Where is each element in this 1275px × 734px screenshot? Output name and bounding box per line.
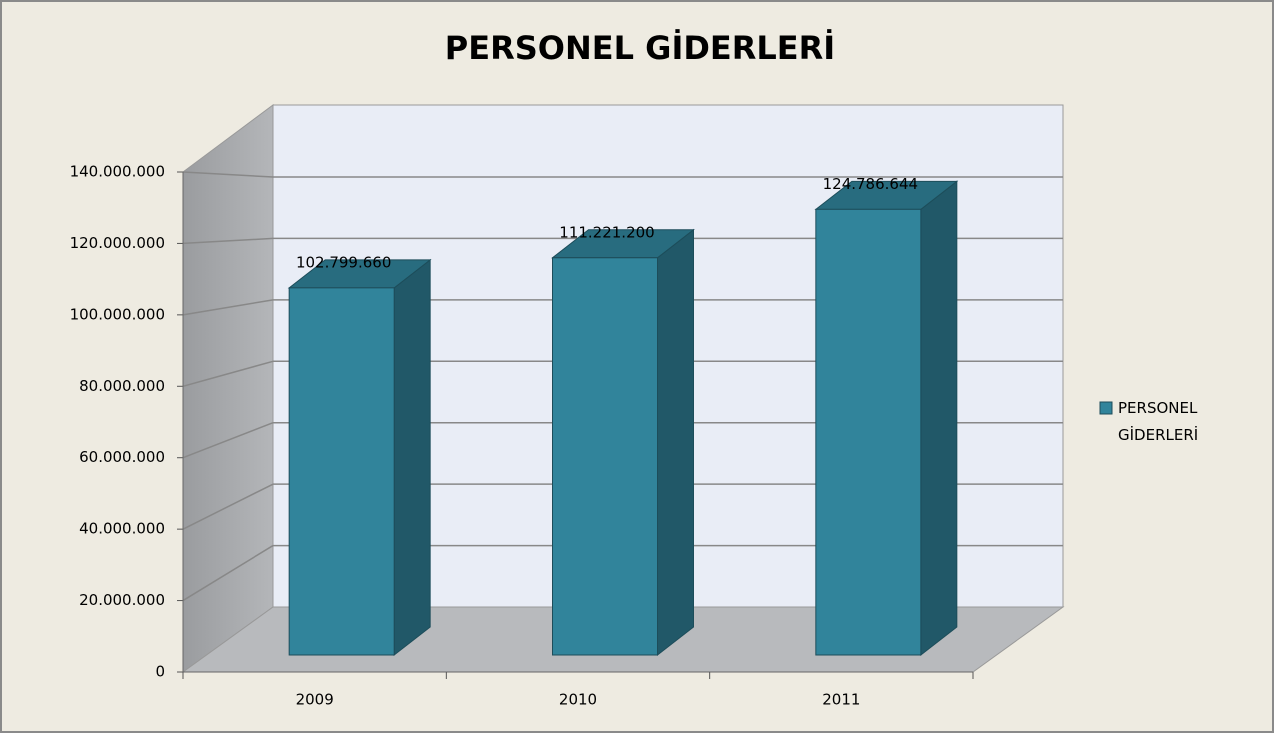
y-tick-label: 20.000.000: [79, 591, 165, 609]
grid-line: [182, 544, 274, 602]
y-tick-label: 140.000.000: [70, 163, 165, 181]
grid-line: [182, 483, 274, 530]
legend-label: PERSONEL GİDERLERİ: [1118, 399, 1198, 444]
y-tick-label: 0: [155, 663, 165, 681]
x-tick-label: 2009: [296, 691, 334, 709]
data-label: 111.221.200: [559, 223, 654, 241]
grid-line: [182, 299, 274, 316]
side-wall: [182, 104, 274, 673]
bar-side: [393, 258, 431, 657]
x-tick-label: 2010: [559, 691, 597, 709]
y-tick-label: 100.000.000: [70, 305, 165, 323]
y-tick-label: 60.000.000: [79, 448, 165, 466]
bar-side: [657, 228, 694, 657]
bar: [552, 257, 658, 656]
chart-title: PERSONEL GİDERLERİ: [445, 29, 835, 67]
bar: [288, 287, 395, 656]
bar-side: [920, 180, 958, 657]
legend-swatch: [1099, 401, 1113, 415]
bar: [815, 208, 922, 656]
grid-line: [182, 360, 274, 388]
grid-line: [182, 171, 274, 178]
y-tick-label: 40.000.000: [79, 520, 165, 538]
grid-line: [182, 237, 274, 245]
y-tick-label: 120.000.000: [70, 234, 165, 252]
data-label: 102.799.660: [296, 253, 391, 271]
x-tick-label: 2011: [822, 691, 860, 709]
plot: [287, 180, 959, 657]
grid-line: [182, 422, 274, 459]
data-label: 124.786.644: [823, 175, 918, 193]
y-tick-label: 80.000.000: [79, 377, 165, 395]
